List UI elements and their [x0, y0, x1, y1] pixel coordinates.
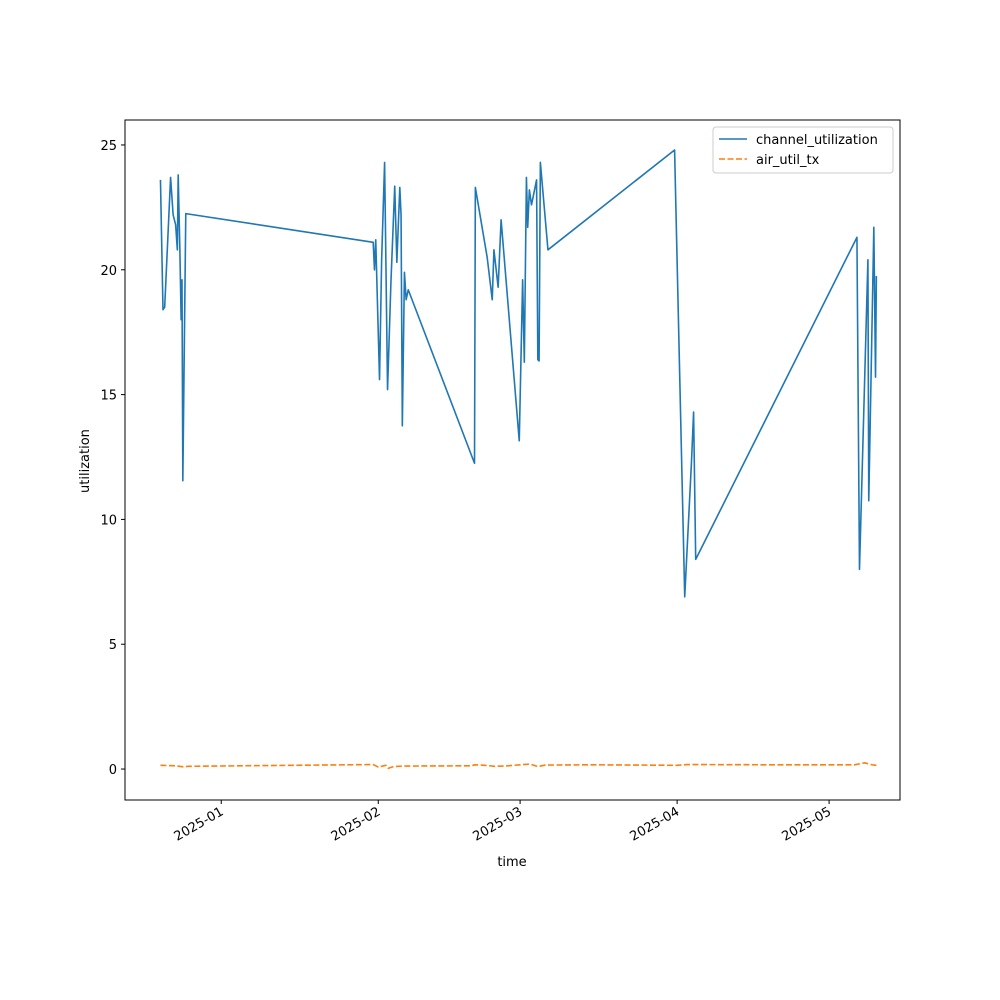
y-tick-label: 25: [100, 139, 117, 154]
series-line-channel-utilization: [159, 149, 878, 598]
y-axis-label: utilization: [78, 429, 93, 493]
y-tick-label: 5: [109, 638, 117, 653]
y-tick-label: 20: [100, 264, 117, 279]
legend-label-air-util-tx: air_util_tx: [756, 153, 820, 168]
y-tick-label: 10: [100, 513, 117, 528]
plot-lines: [159, 149, 878, 770]
plot-frame: [124, 119, 901, 801]
y-tick-label: 0: [109, 763, 117, 778]
series-line-air-util-tx: [160, 762, 877, 770]
legend-box: [712, 126, 894, 174]
legend-label-channel-utilization: channel_utilization: [756, 133, 878, 148]
legend: channel_utilization air_util_tx: [712, 126, 894, 174]
x-axis-label: time: [497, 855, 526, 870]
y-tick-label: 15: [100, 389, 117, 404]
y-axis: 0 5 10 15 20 25: [100, 139, 125, 778]
